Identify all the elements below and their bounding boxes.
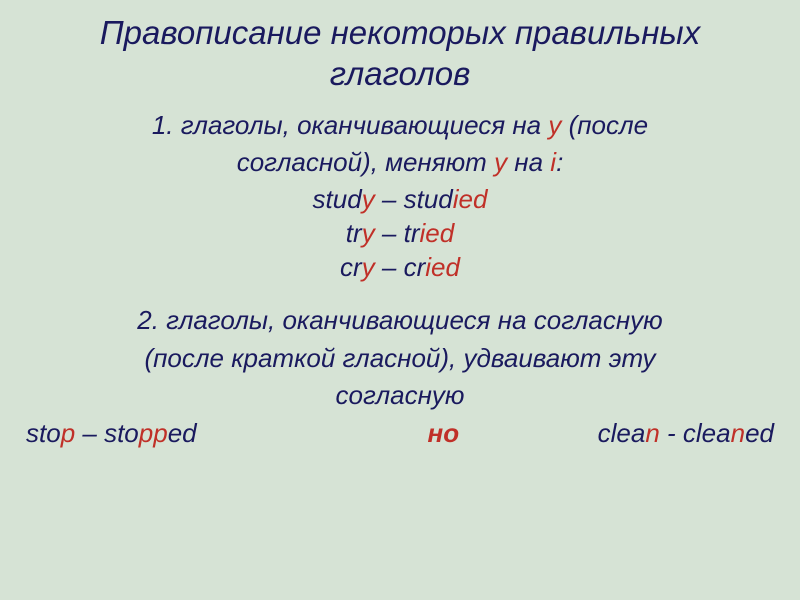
stem: stud bbox=[313, 184, 362, 214]
stem: clea bbox=[598, 418, 646, 448]
text: на bbox=[507, 147, 550, 177]
dash: – bbox=[375, 252, 404, 282]
suffix-y: y bbox=[362, 218, 375, 248]
example-stop: stop – stopped bbox=[26, 416, 197, 451]
but-label: но bbox=[428, 416, 460, 451]
stem: cr bbox=[340, 252, 362, 282]
dash: – bbox=[375, 184, 404, 214]
stem: tr bbox=[404, 218, 420, 248]
example-cry: cry – cried bbox=[24, 251, 776, 285]
stem: sto bbox=[26, 418, 61, 448]
suffix-ied: ied bbox=[425, 252, 460, 282]
dash: - bbox=[660, 418, 683, 448]
stem: clea bbox=[683, 418, 731, 448]
letter-y: у bbox=[494, 147, 507, 177]
text: (после bbox=[561, 110, 648, 140]
slide-title: Правописание некоторых правильных глагол… bbox=[24, 12, 776, 95]
title-line-2: глаголов bbox=[330, 55, 471, 92]
suffix-ied: ied bbox=[420, 218, 455, 248]
suffix-y: y bbox=[362, 252, 375, 282]
suffix-ied: ied bbox=[453, 184, 488, 214]
rule-1-line-1: 1. глаголы, оканчивающиеся на у (после bbox=[24, 109, 776, 142]
stem: cr bbox=[404, 252, 426, 282]
example-try: try – tried bbox=[24, 217, 776, 251]
text: согласной), меняют bbox=[237, 147, 494, 177]
stem: stud bbox=[404, 184, 453, 214]
text: : bbox=[556, 147, 563, 177]
stem: tr bbox=[346, 218, 362, 248]
rule-2-line-3: согласную bbox=[24, 379, 776, 412]
consonant: n bbox=[645, 418, 659, 448]
rule-1-line-2: согласной), меняют у на і: bbox=[24, 146, 776, 179]
stem: sto bbox=[104, 418, 139, 448]
letter-y: у bbox=[548, 110, 561, 140]
rule-2-line-1: 2. глаголы, оканчивающиеся на согласную bbox=[24, 304, 776, 337]
suffix-ed: ed bbox=[745, 418, 774, 448]
consonant: p bbox=[61, 418, 75, 448]
text: 1. глаголы, оканчивающиеся на bbox=[152, 110, 549, 140]
example-study: study – studied bbox=[24, 183, 776, 217]
spacer bbox=[24, 284, 776, 304]
rule-2-line-2: (после краткой гласной), удваивают эту bbox=[24, 342, 776, 375]
doubled-consonant: pp bbox=[139, 418, 168, 448]
rule-2-examples: stop – stopped но clean - cleaned bbox=[24, 416, 776, 451]
suffix-ed: ed bbox=[168, 418, 197, 448]
suffix-y: y bbox=[362, 184, 375, 214]
example-clean: clean - cleaned bbox=[598, 416, 774, 451]
consonant: n bbox=[731, 418, 745, 448]
dash: – bbox=[375, 218, 404, 248]
title-line-1: Правописание некоторых правильных bbox=[100, 14, 700, 51]
dash: – bbox=[75, 418, 104, 448]
